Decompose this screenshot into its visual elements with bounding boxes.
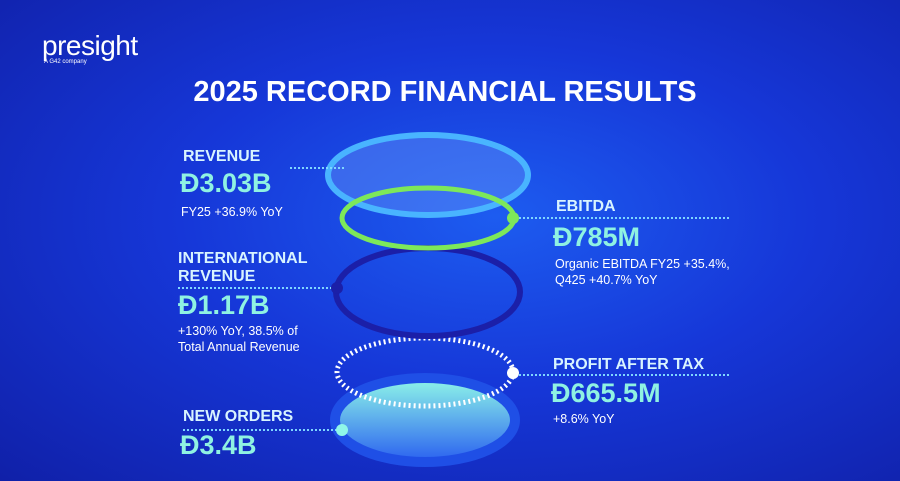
title: 2025 RECORD FINANCIAL RESULTS	[193, 76, 697, 108]
logo: presight	[42, 30, 138, 61]
metric-note: +130% YoY, 38.5% of Total Annual Revenue	[178, 324, 300, 354]
metric-value: Đ665.5M	[551, 378, 661, 408]
metric-value: Đ785M	[553, 222, 641, 252]
metric-label: INTERNATIONAL REVENUE	[178, 250, 308, 285]
connectors	[178, 167, 730, 431]
ring	[330, 373, 520, 467]
metric-value: Đ1.17B	[178, 290, 270, 320]
metric-label: REVENUE	[183, 148, 261, 165]
metric-value: Đ3.4B	[180, 430, 257, 460]
metric-label: PROFIT AFTER TAX	[553, 356, 705, 373]
metric-note: Organic EBITDA FY25 +35.4%, Q425 +40.7% …	[555, 257, 730, 287]
metric-label: NEW ORDERS	[183, 408, 294, 425]
logo-tagline: A G42 company	[44, 59, 87, 65]
metric-label: EBITDA	[556, 198, 616, 215]
metric-value: Đ3.03B	[180, 168, 272, 198]
metric-note: FY25 +36.9% YoY	[181, 205, 283, 219]
metric-note: +8.6% YoY	[553, 412, 615, 426]
ring	[333, 245, 523, 339]
